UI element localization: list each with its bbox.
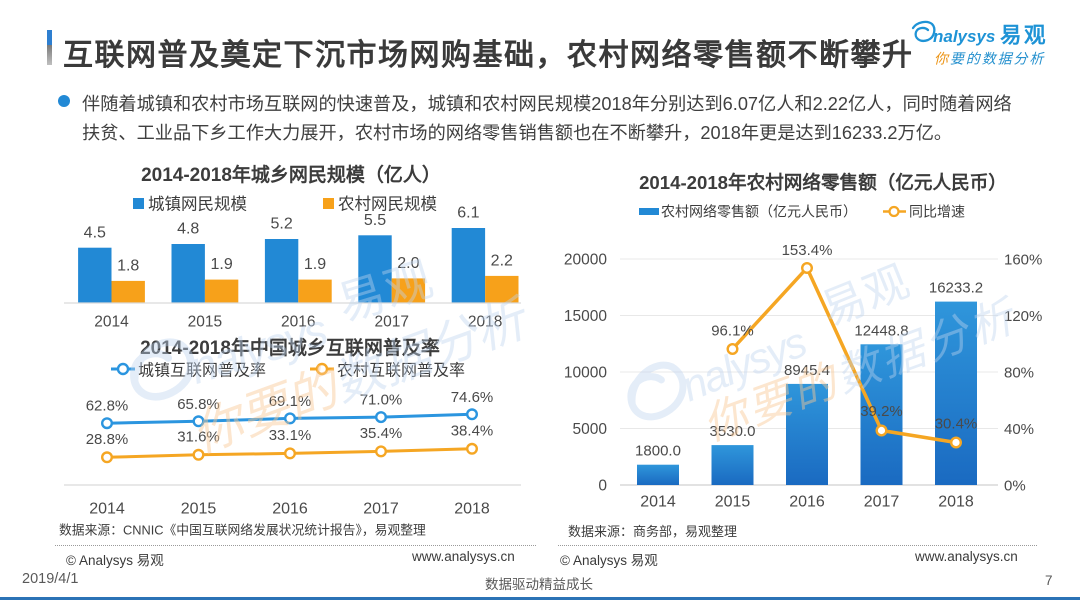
svg-text:80%: 80%: [1004, 365, 1034, 382]
svg-text:40%: 40%: [1004, 421, 1034, 438]
svg-text:2014: 2014: [89, 501, 125, 518]
svg-text:易观: 易观: [1000, 24, 1048, 48]
svg-text:2016: 2016: [281, 314, 315, 331]
svg-text:69.1%: 69.1%: [269, 393, 312, 410]
svg-text:12448.8: 12448.8: [854, 322, 908, 339]
svg-text:1800.0: 1800.0: [635, 443, 681, 460]
svg-text:2.0: 2.0: [397, 255, 419, 272]
svg-text:农村网民规模: 农村网民规模: [338, 195, 437, 214]
svg-text:5000: 5000: [573, 421, 608, 438]
svg-text:2014: 2014: [640, 494, 676, 511]
svg-text:62.8%: 62.8%: [86, 398, 129, 415]
svg-text:1.9: 1.9: [210, 256, 232, 273]
svg-text:5.2: 5.2: [270, 216, 292, 233]
svg-text:2017: 2017: [864, 494, 900, 511]
svg-text:2018: 2018: [468, 314, 502, 331]
svg-text:20000: 20000: [564, 252, 607, 269]
svg-text:30.4%: 30.4%: [935, 415, 978, 432]
svg-text:153.4%: 153.4%: [782, 242, 833, 259]
svg-text:2016: 2016: [789, 494, 825, 511]
svg-text:33.1%: 33.1%: [269, 427, 312, 444]
svg-text:96.1%: 96.1%: [711, 323, 754, 340]
svg-text:39.2%: 39.2%: [860, 403, 903, 420]
svg-text:易观: 易观: [331, 253, 439, 332]
svg-text:2015: 2015: [181, 501, 217, 518]
svg-text:2018: 2018: [454, 501, 490, 518]
svg-text:4.8: 4.8: [177, 221, 199, 238]
svg-text:城镇互联网普及率: 城镇互联网普及率: [138, 362, 266, 380]
svg-text:易观: 易观: [815, 256, 917, 335]
svg-text:2016: 2016: [272, 501, 308, 518]
svg-text:3530.0: 3530.0: [710, 423, 756, 440]
svg-text:城镇网民规模: 城镇网民规模: [148, 195, 247, 214]
svg-text:71.0%: 71.0%: [360, 392, 403, 409]
svg-text:31.6%: 31.6%: [177, 428, 220, 445]
svg-text:6.1: 6.1: [457, 205, 479, 222]
svg-text:0: 0: [598, 478, 607, 495]
svg-text:5.5: 5.5: [364, 212, 386, 229]
svg-text:2014-2018年农村网络零售额（亿元人民币）: 2014-2018年农村网络零售额（亿元人民币）: [639, 172, 1007, 193]
svg-text:2015: 2015: [715, 494, 751, 511]
svg-text:农村互联网普及率: 农村互联网普及率: [337, 362, 465, 380]
svg-text:65.8%: 65.8%: [177, 396, 220, 413]
svg-text:2018: 2018: [938, 494, 974, 511]
svg-text:2017: 2017: [374, 314, 408, 331]
svg-text:16233.2: 16233.2: [929, 280, 983, 297]
svg-text:数据来源：商务部，易观整理: 数据来源：商务部，易观整理: [568, 524, 737, 539]
svg-text:1.9: 1.9: [304, 256, 326, 273]
svg-text:160%: 160%: [1004, 252, 1042, 269]
svg-text:74.6%: 74.6%: [451, 389, 494, 406]
svg-text:15000: 15000: [564, 308, 607, 325]
svg-text:10000: 10000: [564, 365, 607, 382]
svg-text:农村网络零售额（亿元人民币）: 农村网络零售额（亿元人民币）: [661, 204, 857, 220]
svg-text:4.5: 4.5: [84, 224, 106, 241]
svg-text:28.8%: 28.8%: [86, 431, 129, 448]
svg-text:8945.4: 8945.4: [784, 362, 830, 379]
svg-text:你要的数据分析: 你要的数据分析: [934, 51, 1045, 67]
svg-text:2017: 2017: [363, 501, 399, 518]
svg-text:2014-2018年中国城乡互联网普及率: 2014-2018年中国城乡互联网普及率: [140, 336, 440, 359]
svg-text:2.2: 2.2: [491, 253, 513, 270]
svg-text:35.4%: 35.4%: [360, 425, 403, 442]
svg-text:nalysys: nalysys: [933, 27, 995, 46]
svg-text:2015: 2015: [188, 314, 222, 331]
svg-text:1.8: 1.8: [117, 258, 139, 275]
svg-text:120%: 120%: [1004, 308, 1042, 325]
svg-text:同比增速: 同比增速: [909, 204, 965, 220]
svg-text:数据来源：CNNIC《中国互联网络发展状况统计报告》，易观整: 数据来源：CNNIC《中国互联网络发展状况统计报告》，易观整理: [59, 523, 426, 538]
svg-text:38.4%: 38.4%: [451, 422, 494, 439]
svg-text:2014-2018年城乡网民规模（亿人）: 2014-2018年城乡网民规模（亿人）: [141, 163, 441, 186]
svg-text:2014: 2014: [94, 314, 129, 331]
svg-text:0%: 0%: [1004, 478, 1026, 495]
